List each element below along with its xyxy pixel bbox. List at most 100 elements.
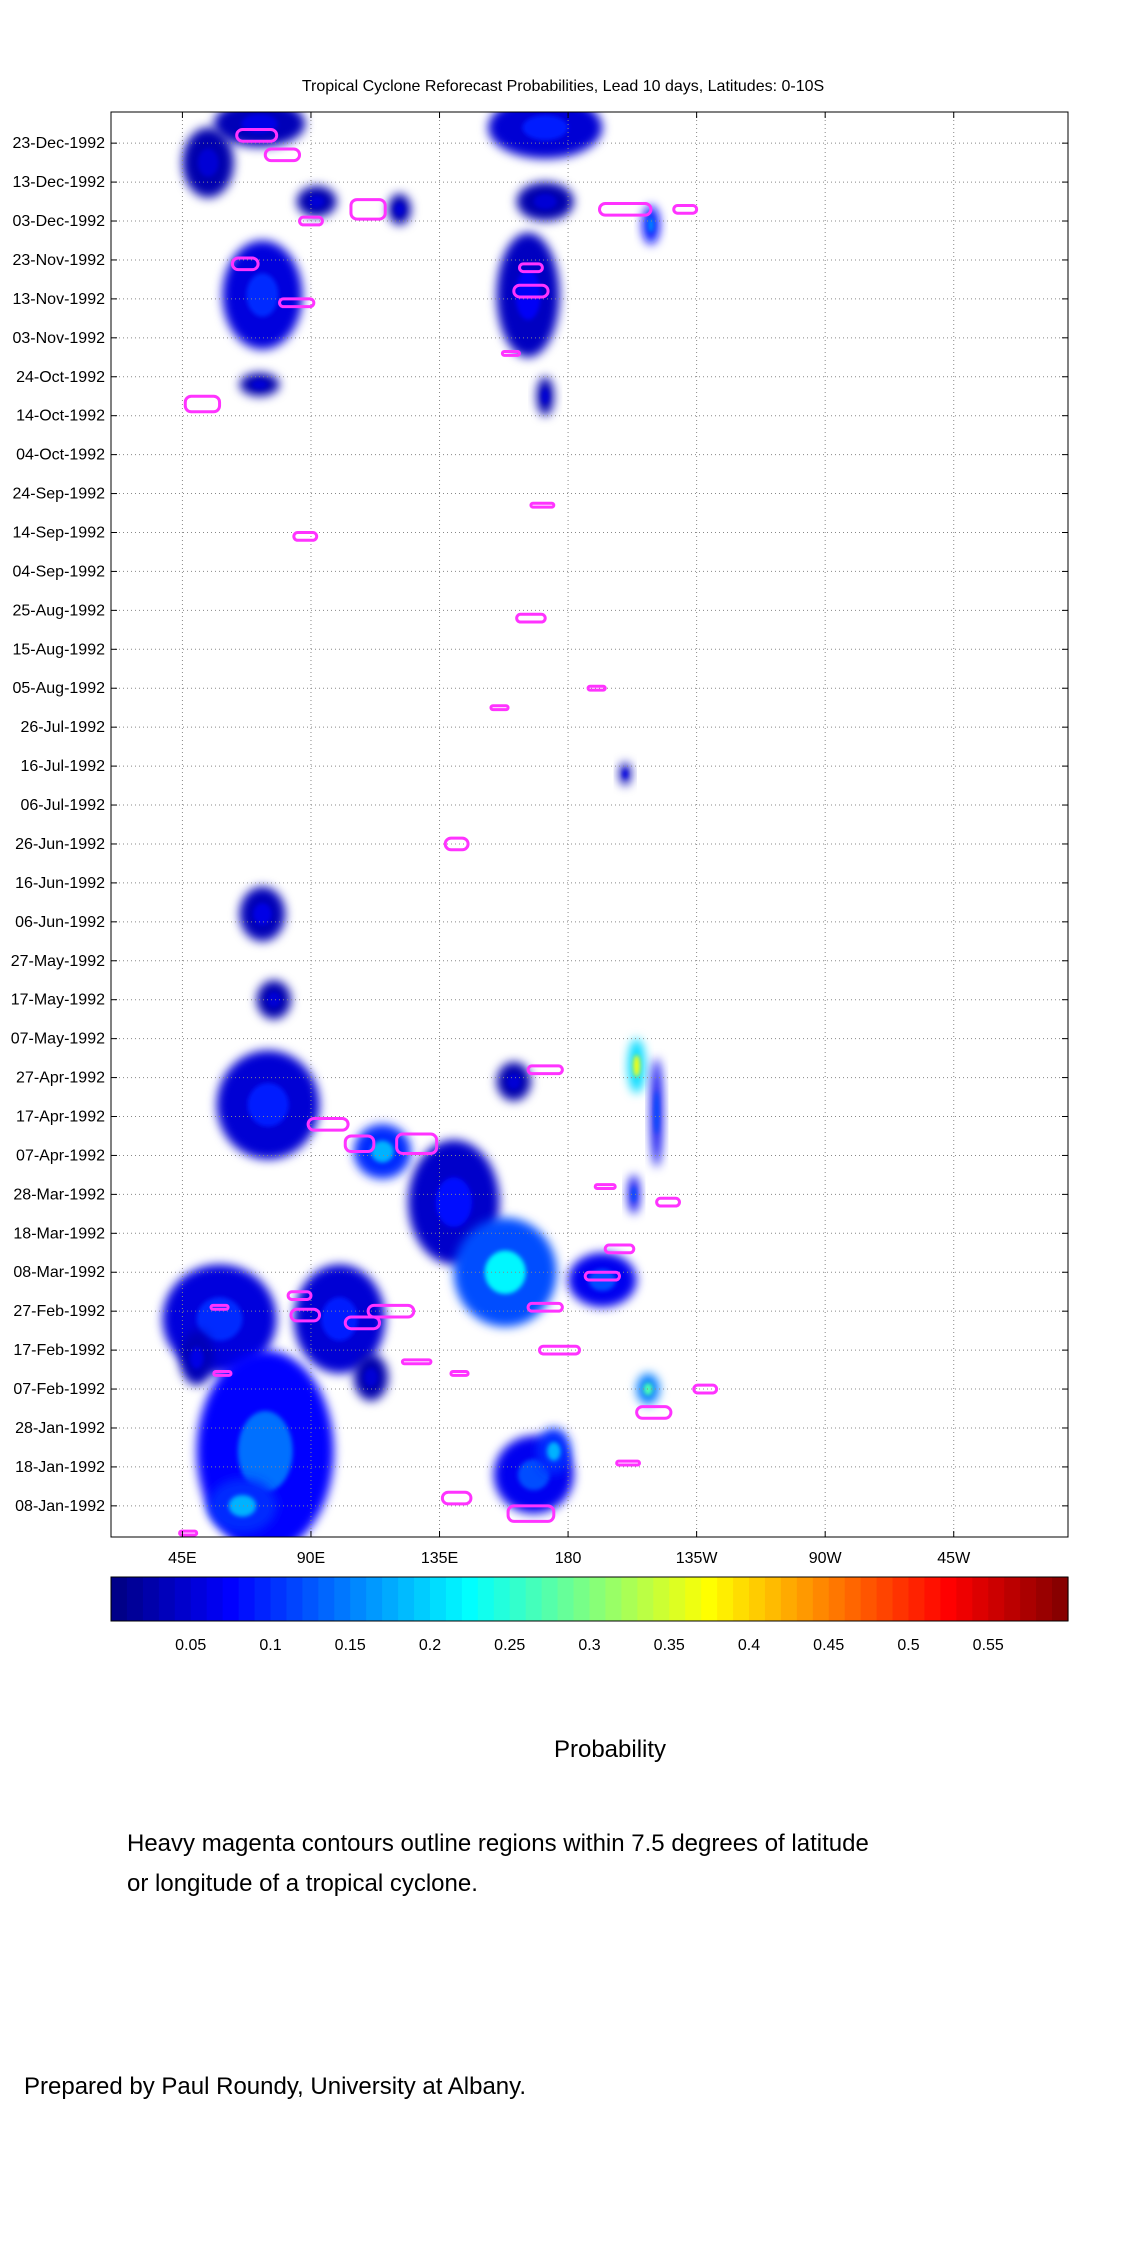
colorbar-segment	[749, 1577, 766, 1621]
colorbar-segment	[382, 1577, 399, 1621]
y-tick-label: 13-Dec-1992	[13, 174, 106, 191]
cyclone-contour	[500, 349, 522, 357]
contour-note-line-2: or longitude of a tropical cyclone.	[127, 1870, 478, 1897]
colorbar-segment	[302, 1577, 319, 1621]
colorbar-segment	[780, 1577, 798, 1621]
colorbar-segment	[956, 1577, 973, 1621]
y-tick-label: 24-Sep-1992	[12, 486, 105, 503]
y-tick-label: 25-Aug-1992	[12, 602, 105, 619]
colorbar-segment	[764, 1577, 782, 1621]
cyclone-contour	[292, 530, 319, 542]
probability-blob-core	[622, 769, 628, 779]
colorbar-segment	[717, 1577, 734, 1621]
probability-blob-core	[266, 991, 281, 1008]
cyclone-contour	[615, 1459, 641, 1467]
colorbar-segment	[509, 1577, 527, 1621]
colorbar-segment	[493, 1577, 511, 1621]
cyclone-contour	[449, 1370, 470, 1377]
y-tick-label: 07-May-1992	[11, 1031, 105, 1048]
y-tick-label: 16-Jul-1992	[21, 758, 106, 775]
colorbar-segment	[573, 1577, 591, 1621]
colorbar-segment	[589, 1577, 607, 1621]
probability-blob-core	[647, 217, 655, 233]
cyclone-contour	[212, 1370, 233, 1377]
cyclone-contour	[603, 1243, 636, 1255]
probability-field	[162, 112, 663, 1537]
colorbar-segment	[669, 1577, 686, 1621]
cyclone-contour	[178, 1529, 199, 1537]
colorbar-segment	[366, 1577, 383, 1621]
probability-blob-core	[251, 379, 268, 390]
cyclone-contour	[183, 394, 222, 414]
colorbar-segment	[158, 1577, 176, 1621]
probability-blob-core	[541, 388, 549, 405]
chart-title: Tropical Cyclone Reforecast Probabilitie…	[301, 78, 825, 95]
colorbar-segment	[142, 1577, 160, 1621]
colorbar-tick-label: 0.1	[259, 1637, 281, 1654]
colorbar-segment	[222, 1577, 240, 1621]
x-tick-label: 90W	[809, 1550, 843, 1567]
y-axis: 23-Dec-1992 13-Dec-1992 03-Dec-1992 23-Nov-…	[11, 135, 1068, 1515]
colorbar-segment	[190, 1577, 208, 1621]
cyclone-contour	[526, 1301, 564, 1313]
colorbar: 0.05 0.1 0.15 0.2 0.25 0.3 0.35 0.4 0.45 0.5 0.55	[110, 1576, 1069, 1654]
y-tick-label: 24-Oct-1992	[16, 369, 105, 386]
y-tick-label: 16-Jun-1992	[15, 875, 105, 892]
colorbar-segment	[653, 1577, 670, 1621]
colorbar-segment	[892, 1577, 910, 1621]
colorbar-segment	[238, 1577, 256, 1621]
probability-blob-core	[253, 903, 272, 925]
colorbar-tick-label: 0.15	[335, 1637, 366, 1654]
y-tick-label: 13-Nov-1992	[13, 291, 106, 308]
colorbar-segment	[350, 1577, 367, 1621]
cyclone-contour	[366, 1303, 416, 1319]
y-tick-label: 07-Feb-1992	[13, 1381, 105, 1398]
x-tick-label: 90E	[297, 1550, 325, 1567]
y-tick-label: 03-Nov-1992	[13, 330, 106, 347]
cyclone-contour	[692, 1383, 719, 1395]
colorbar-tick-label: 0.55	[973, 1637, 1004, 1654]
probability-blob-core	[308, 195, 325, 208]
colorbar-tick-label: 0.2	[419, 1637, 441, 1654]
colorbar-tick-label: 0.5	[897, 1637, 919, 1654]
colorbar-tick-label: 0.4	[738, 1637, 760, 1654]
cyclone-contour	[529, 501, 556, 509]
probability-blob-core	[533, 193, 557, 210]
cyclone-contour	[489, 704, 510, 712]
colorbar-segment	[174, 1577, 192, 1621]
colorbar-segment	[812, 1577, 830, 1621]
colorbar-segment	[461, 1577, 479, 1621]
cyclone-contour	[289, 1307, 322, 1323]
y-tick-label: 03-Dec-1992	[13, 213, 106, 230]
colorbar-segment	[111, 1577, 128, 1621]
colorbar-segment	[637, 1577, 654, 1621]
x-axis: 45E 90E 135E 180 135W 90W 45W	[168, 112, 971, 1567]
y-tick-label: 07-Apr-1992	[16, 1147, 105, 1164]
colorbar-segment	[254, 1577, 272, 1621]
y-tick-label: 27-Apr-1992	[16, 1070, 105, 1087]
colorbar-segment	[828, 1577, 846, 1621]
colorbar-segment	[398, 1577, 415, 1621]
y-tick-label: 27-May-1992	[11, 953, 105, 970]
colorbar-segment	[876, 1577, 894, 1621]
colorbar-segment	[286, 1577, 303, 1621]
colorbar-segment	[1052, 1577, 1069, 1621]
colorbar-title: Probability	[553, 1736, 667, 1763]
cyclone-contour	[209, 1303, 230, 1311]
probability-blob-core	[197, 148, 219, 177]
plot-area: 23-Dec-1992 13-Dec-1992 03-Dec-1992 23-Nov-…	[11, 111, 1069, 1567]
cyclone-contour	[593, 1183, 617, 1191]
cyclone-contour	[515, 612, 547, 624]
colorbar-segment	[541, 1577, 559, 1621]
plot-frame	[110, 111, 1069, 1538]
colorbar-segment	[988, 1577, 1005, 1621]
probability-blob-core	[633, 1054, 641, 1077]
cyclone-contour	[395, 1132, 439, 1155]
x-tick-label: 180	[555, 1550, 582, 1567]
cyclone-contour	[306, 1116, 350, 1132]
colorbar-segment	[557, 1577, 575, 1621]
y-tick-label: 17-Apr-1992	[16, 1109, 105, 1126]
y-tick-label: 06-Jun-1992	[15, 914, 105, 931]
cyclone-contour	[655, 1196, 681, 1208]
